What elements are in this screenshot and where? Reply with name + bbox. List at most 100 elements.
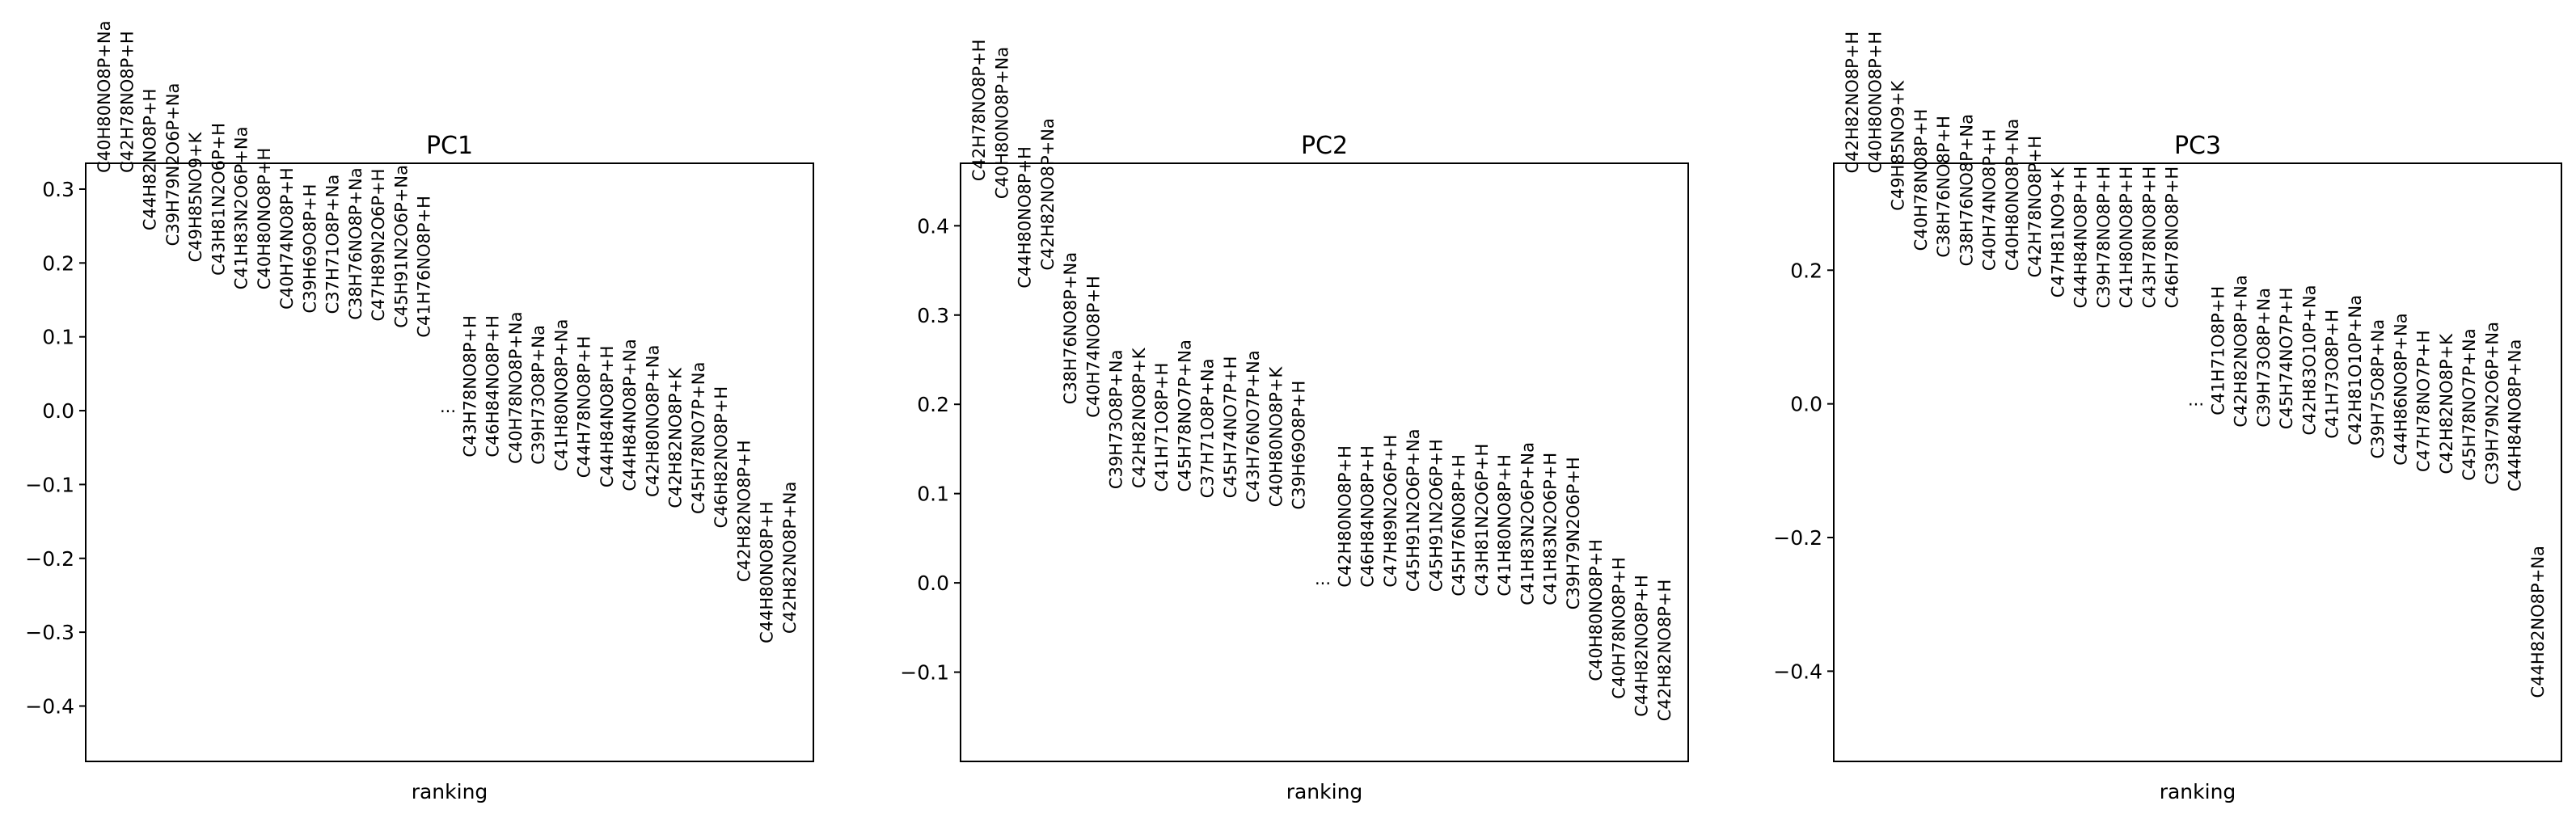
bottom-loading-label: C42H81O10P+Na: [2346, 295, 2365, 445]
top-loading-label: C43H81N2O6P+H: [209, 123, 228, 276]
top-loading-label: C44H84NO8P+H: [2071, 167, 2091, 309]
panel-pc1: PC1 ranking 0.3 0.2 0.1 0.0 −0.1 −0.2 −0.3 −0.4 C4…: [25, 21, 814, 803]
top-loading-label: C42H82NO8P+H: [1843, 32, 1862, 174]
bottom-loading-label: C44H80NO8P+H: [758, 501, 777, 643]
top-loading-label: C42H82NO8P+K: [1130, 347, 1149, 488]
bottom-loading-label: C44H84NO8P+Na: [2506, 339, 2525, 491]
top-loading-label: C37H71O8P+Na: [1198, 359, 1218, 499]
bottom-loading-label: C42H82NO8P+K: [2437, 333, 2456, 474]
y-tick-label: −0.4: [25, 694, 74, 718]
x-axis-label: ranking: [412, 780, 488, 803]
top-loading-label: C42H78NO8P+H: [969, 40, 989, 182]
bottom-loading-label: C41H80NO8P+Na: [551, 319, 571, 471]
y-tick-label: −0.2: [25, 547, 74, 571]
bottom-loading-label: C41H80NO8P+H: [1495, 454, 1514, 597]
axes-frame: [960, 162, 1689, 762]
top-loading-label: C40H80NO8P+H: [1865, 32, 1885, 174]
bottom-loading-label: C44H86NO8P+Na: [2391, 313, 2410, 465]
top-loading-label: C47H81NO9+K: [2048, 167, 2067, 297]
top-loading-label: C41H80NO8P+H: [2117, 167, 2136, 309]
top-loading-label: C41H83N2O6P+Na: [232, 127, 251, 290]
axes-frame: [85, 162, 814, 762]
bottom-loading-label: C42H83O10P+Na: [2299, 285, 2319, 436]
top-loading-label: C42H78NO8P+H: [2025, 136, 2045, 278]
bottom-loading-label: C41H83N2O6P+Na: [1518, 442, 1537, 605]
top-loading-label: C40H78NO8P+H: [1911, 109, 1931, 251]
y-tick-label: −0.2: [1773, 526, 1822, 550]
bottom-loading-label: C44H82NO8P+H: [1632, 575, 1652, 717]
bottom-loading-label: C46H84NO8P+H: [484, 315, 503, 457]
top-loading-label: C41H71O8P+H: [1152, 363, 1172, 492]
bottom-loading-label: C44H78NO8P+H: [575, 336, 594, 479]
top-loading-label: C44H82NO8P+H: [141, 89, 160, 231]
bottom-loading-label: C45H76NO8P+H: [1450, 454, 1469, 597]
y-tick-label: 0.0: [42, 399, 74, 423]
chart-title: PC1: [426, 132, 473, 160]
top-loading-label: C40H80NO8P+Na: [95, 21, 114, 173]
top-loading-label: C44H80NO8P+H: [1016, 146, 1035, 289]
y-tick-label: 0.4: [917, 214, 949, 238]
bottom-loading-label: C39H79N2O6P+H: [1564, 457, 1583, 609]
y-tick-label: 0.1: [42, 326, 74, 349]
top-loading-label: C47H89N2O6P+H: [369, 169, 388, 322]
bottom-loading-label: C45H91N2O6P+H: [1426, 439, 1446, 592]
x-axis-label: ranking: [1286, 780, 1363, 803]
bottom-loading-label: C39H73O8P+Na: [2254, 288, 2274, 428]
bottom-loading-label: C39H75O8P+Na: [2368, 319, 2388, 459]
x-axis-label: ranking: [2160, 780, 2236, 803]
top-loading-label: C41H76NO8P+H: [415, 196, 434, 338]
y-tick-label: 0.3: [917, 304, 949, 327]
top-loading-label: C42H78NO8P+H: [117, 31, 137, 173]
bottom-loading-label: C45H74NO7P+H: [2277, 288, 2296, 430]
top-loading-label: C40H74NO8P+H: [1083, 276, 1103, 418]
bottom-loading-label: C40H78NO8P+Na: [506, 311, 526, 463]
top-loading-label: C40H80NO8P+K: [1266, 365, 1286, 507]
top-loading-label: C39H79N2O6P+Na: [163, 83, 183, 247]
bottom-loading-label: C42H82NO8P+K: [666, 367, 686, 508]
ellipsis-marker: ...: [2188, 390, 2204, 410]
top-loading-label: C38H76NO8P+Na: [1957, 114, 1976, 266]
y-tick-label: 0.2: [917, 393, 949, 416]
bottom-loading-label: C39H73O8P+Na: [529, 325, 548, 465]
top-loading-label: C45H78NO7P+Na: [1175, 339, 1194, 491]
top-loading-label: C38H76NO8P+Na: [1061, 252, 1080, 404]
bottom-loading-label: C44H84NO8P+H: [598, 346, 617, 488]
top-loading-label: C37H71O8P+Na: [323, 175, 343, 314]
chart-title: PC2: [1301, 132, 1348, 160]
bottom-loading-label: C46H82NO8P+H: [712, 386, 731, 529]
bottom-loading-label: C44H82NO8P+Na: [2528, 546, 2548, 698]
top-loading-label: C40H80NO8P+Na: [2003, 119, 2022, 271]
bottom-loading-label: C42H82NO8P+Na: [780, 482, 800, 634]
bottom-loading-label: C42H82NO8P+Na: [2232, 275, 2251, 427]
top-loading-label: C39H69O8P+H: [1290, 381, 1309, 510]
y-tick-label: 0.3: [42, 178, 74, 201]
top-loading-label: C49H85NO9+K: [1889, 80, 1908, 211]
bottom-loading-label: C42H80NO8P+Na: [643, 345, 662, 497]
bottom-loading-label: C46H84NO8P+H: [1358, 445, 1378, 588]
bottom-loading-label: C41H71O8P+H: [2208, 286, 2228, 415]
y-tick-label: 0.1: [917, 483, 949, 506]
top-loading-label: C43H76NO7P+Na: [1244, 350, 1263, 502]
y-tick-label: −0.1: [25, 473, 74, 496]
top-loading-label: C49H85NO9+K: [186, 131, 205, 262]
top-loading-label: C40H74NO8P+H: [1980, 129, 2000, 272]
bottom-loading-label: C42H82NO8P+H: [1655, 580, 1674, 722]
top-loading-label: C40H74NO8P+H: [277, 167, 297, 310]
top-loading-label: C42H82NO8P+Na: [1038, 118, 1058, 270]
panel-pc2: PC2 ranking 0.4 0.3 0.2 0.1 0.0 −0.1 C42H78NO8P+…: [900, 40, 1689, 803]
bottom-loading-label: C42H82NO8P+H: [734, 440, 754, 582]
top-loading-label: C39H78NO8P+H: [2094, 167, 2114, 309]
top-loading-label: C43H78NO8P+H: [2139, 167, 2159, 309]
bottom-loading-label: C43H78NO8P+H: [460, 315, 479, 457]
top-loading-label: C45H91N2O6P+Na: [391, 165, 411, 328]
y-tick-label: 0.2: [1790, 259, 1822, 282]
y-tick-label: 0.2: [42, 251, 74, 275]
axes-frame: [1833, 162, 2562, 762]
top-loading-label: C38H76NO8P+H: [1934, 116, 1953, 258]
bottom-loading-label: C45H78NO7P+Na: [689, 362, 708, 514]
y-tick-label: 0.0: [1790, 393, 1822, 416]
top-loading-label: C46H78NO8P+H: [2163, 167, 2182, 309]
top-loading-label: C40H80NO8P+Na: [992, 47, 1011, 199]
